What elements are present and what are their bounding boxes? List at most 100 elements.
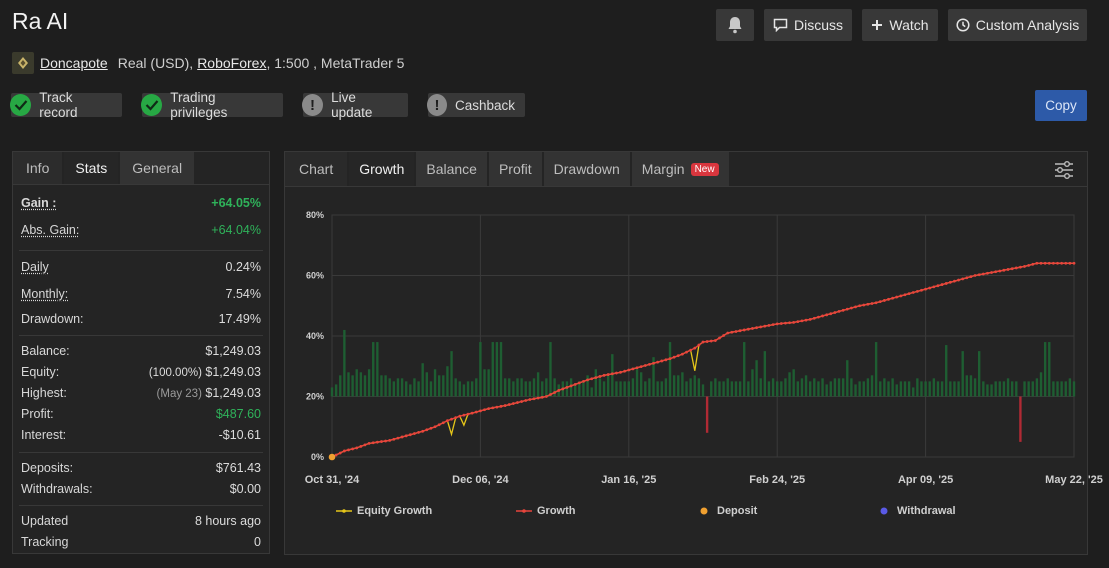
legend-growth[interactable]: Growth [516,505,576,517]
avatar [12,52,34,74]
stat-interest: Interest: -$10.61 [21,428,261,442]
stat-label: Interest: [21,428,67,442]
tab-margin-label: Margin [641,161,685,177]
comment-icon [773,18,788,32]
stat-value: +64.04% [211,223,261,237]
divider [19,452,263,453]
stat-label[interactable]: Gain : [21,196,57,210]
tab-drawdown[interactable]: Drawdown [543,152,630,186]
broker-link[interactable]: RoboForex [197,55,267,71]
legend-line-equity-icon [336,509,352,513]
avatar-logo-icon [18,57,28,69]
username-link[interactable]: Doncapote [40,55,108,71]
divider [19,505,263,506]
stat-drawdown: Drawdown: 17.49% [21,312,261,326]
tab-general[interactable]: General [120,152,195,184]
stat-label: Equity: [21,365,60,379]
stat-label[interactable]: Abs. Gain: [21,223,80,237]
stat-value: $1,249.03 [205,386,261,400]
stat-value: +64.05% [211,196,261,210]
stat-monthly: Monthly: 7.54% [21,287,261,301]
stat-label: Withdrawals: [21,482,93,496]
stat-value: $1,249.03 [205,365,261,379]
tab-stats[interactable]: Stats [64,152,119,184]
stat-value: $0.00 [229,482,261,496]
stat-updated: Updated 8 hours ago [21,514,261,528]
legend-equity-growth[interactable]: Equity Growth [336,505,432,517]
stat-value: 17.49% [218,312,261,326]
stat-balance: Balance: $1,249.03 [21,344,261,358]
notifications-button[interactable] [716,9,754,41]
stat-label: Tracking [21,535,69,549]
chart-tabs: Chart Growth Balance Profit Drawdown Mar… [285,152,1087,187]
page-title: Ra AI [12,8,69,34]
stat-label: Balance: [21,344,70,358]
badge-label: Trading privileges [170,90,228,120]
stat-label: Deposits: [21,461,74,475]
stat-withdrawals: Withdrawals: $0.00 [21,482,261,496]
account-details: , 1:500 , MetaTrader 5 [266,55,405,71]
stat-tracking: Tracking 0 [21,535,261,549]
badge-cashback[interactable]: ! Cashback [427,93,525,117]
stats-panel: Info Stats General Gain : +64.05% Abs. G… [12,151,270,554]
stat-value: 8 hours ago [194,514,261,528]
stat-value: 7.54% [225,287,261,301]
legend-label: Withdrawal [897,505,956,517]
discuss-label: Discuss [793,17,843,33]
custom-analysis-button[interactable]: Custom Analysis [948,9,1087,41]
clock-icon [956,18,970,32]
legend-label: Growth [537,505,576,517]
account-info: Doncapote Real (USD), RoboForex , 1:500 … [12,51,404,75]
legend-dot-withdrawal-icon [880,507,888,515]
legend-line-growth-icon [516,509,532,513]
tab-info[interactable]: Info [13,152,63,184]
stat-deposits: Deposits: $761.43 [21,461,261,475]
exclamation-icon: ! [427,94,447,116]
badge-label: Cashback [454,97,515,113]
custom-analysis-label: Custom Analysis [975,17,1080,33]
legend-label: Deposit [717,505,758,517]
stat-highest: Highest: (May 23) $1,249.03 [21,386,261,400]
stat-label[interactable]: Daily [21,260,49,274]
badge-trading-privileges[interactable]: Trading privileges [141,90,283,120]
stat-value: -$10.61 [218,428,261,442]
check-icon [10,94,32,116]
divider [19,335,263,336]
chart-settings-button[interactable] [1053,159,1075,181]
tab-balance[interactable]: Balance [416,152,487,186]
legend-dot-deposit-icon [700,507,708,515]
tab-growth[interactable]: Growth [349,152,415,186]
stat-value: 0 [254,535,261,549]
plus-icon [872,20,883,30]
tab-margin[interactable]: Margin New [631,152,729,186]
stat-profit: Profit: $487.60 [21,407,261,421]
divider [19,250,263,251]
badge-live-update[interactable]: ! Live update [302,90,408,120]
check-icon [141,94,163,116]
stat-daily: Daily 0.24% [21,260,261,274]
legend-deposit[interactable]: Deposit [700,505,757,517]
highest-date: (May 23) [156,388,202,400]
stat-value: $1,249.03 [205,344,261,358]
exclamation-icon: ! [302,94,324,116]
tab-chart[interactable]: Chart [285,152,348,186]
badge-track-record[interactable]: Track record [10,90,122,120]
chart-panel: Chart Growth Balance Profit Drawdown Mar… [284,151,1088,555]
stat-label[interactable]: Monthly: [21,287,69,301]
stat-abs-gain: Abs. Gain: +64.04% [21,223,261,237]
stat-value: $487.60 [215,407,261,421]
sliders-icon [1055,161,1073,179]
stat-value: $761.43 [215,461,261,475]
stat-label: Drawdown: [21,312,84,326]
stats-tabs: Info Stats General [13,152,269,185]
discuss-button[interactable]: Discuss [764,9,852,41]
watch-button[interactable]: Watch [862,9,938,41]
copy-button[interactable]: Copy [1035,90,1087,121]
tab-profit[interactable]: Profit [488,152,542,186]
bell-icon [728,17,742,34]
stat-equity: Equity: (100.00%) $1,249.03 [21,365,261,379]
stat-gain: Gain : +64.05% [21,196,261,210]
legend-withdrawal[interactable]: Withdrawal [880,505,956,517]
new-badge: New [690,162,719,176]
badge-label: Track record [39,90,78,120]
